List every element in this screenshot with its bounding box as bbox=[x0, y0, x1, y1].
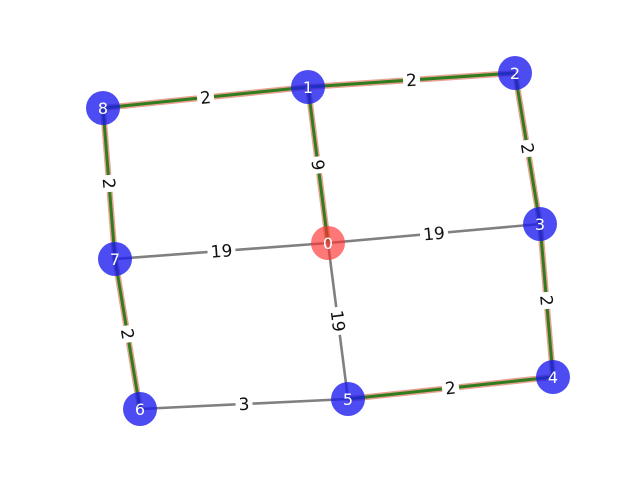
edge-weight-label-6-5: 3 bbox=[234, 392, 254, 416]
edge-weight-label-1-2: 2 bbox=[402, 68, 421, 92]
svg-text:2: 2 bbox=[405, 71, 417, 92]
edge-weight-label-0-3: 19 bbox=[419, 221, 449, 246]
node-3: 3 bbox=[523, 207, 557, 241]
edge-weight-label-2-3: 2 bbox=[515, 138, 540, 159]
node-label-0: 0 bbox=[323, 234, 333, 253]
node-label-5: 5 bbox=[343, 390, 353, 409]
node-label-2: 2 bbox=[510, 64, 520, 83]
svg-text:19: 19 bbox=[210, 241, 233, 263]
svg-text:2: 2 bbox=[535, 294, 556, 306]
svg-text:3: 3 bbox=[238, 395, 250, 415]
edge-weight-label-7-0: 19 bbox=[206, 238, 237, 264]
svg-text:9: 9 bbox=[306, 158, 327, 171]
edge-labels-layer: 2 2 2 2 2 9 2 2 19 19 19 3 bbox=[97, 68, 559, 416]
edge-weight-label-8-1: 2 bbox=[195, 85, 216, 110]
node-label-8: 8 bbox=[98, 99, 108, 118]
node-7: 7 bbox=[98, 242, 132, 276]
svg-text:19: 19 bbox=[422, 224, 445, 246]
node-2: 2 bbox=[498, 56, 532, 90]
node-label-1: 1 bbox=[303, 78, 313, 97]
node-4: 4 bbox=[536, 360, 570, 394]
edge-weight-label-0-5: 19 bbox=[325, 305, 351, 337]
svg-text:2: 2 bbox=[516, 142, 538, 156]
edge-weight-label-8-7: 2 bbox=[97, 174, 121, 193]
node-6: 6 bbox=[123, 392, 157, 426]
edge-weight-label-7-6: 2 bbox=[115, 323, 140, 345]
node-label-4: 4 bbox=[548, 368, 558, 387]
svg-text:2: 2 bbox=[98, 177, 119, 189]
svg-text:19: 19 bbox=[326, 309, 349, 333]
edge-weight-label-3-4: 2 bbox=[534, 291, 559, 310]
svg-text:2: 2 bbox=[199, 88, 212, 109]
edge-weight-label-4-5: 2 bbox=[440, 376, 461, 400]
edge-weight-label-1-0: 9 bbox=[306, 155, 330, 175]
node-label-3: 3 bbox=[535, 215, 545, 234]
svg-text:2: 2 bbox=[116, 327, 138, 341]
node-0: 0 bbox=[311, 226, 345, 260]
node-1: 1 bbox=[291, 70, 325, 104]
node-label-7: 7 bbox=[110, 250, 120, 269]
node-5: 5 bbox=[331, 382, 365, 416]
svg-text:2: 2 bbox=[444, 378, 457, 399]
node-8: 8 bbox=[86, 91, 120, 125]
node-label-6: 6 bbox=[135, 400, 145, 419]
nodes-layer: 0 1 2 3 4 5 6 7 8 bbox=[86, 56, 570, 426]
